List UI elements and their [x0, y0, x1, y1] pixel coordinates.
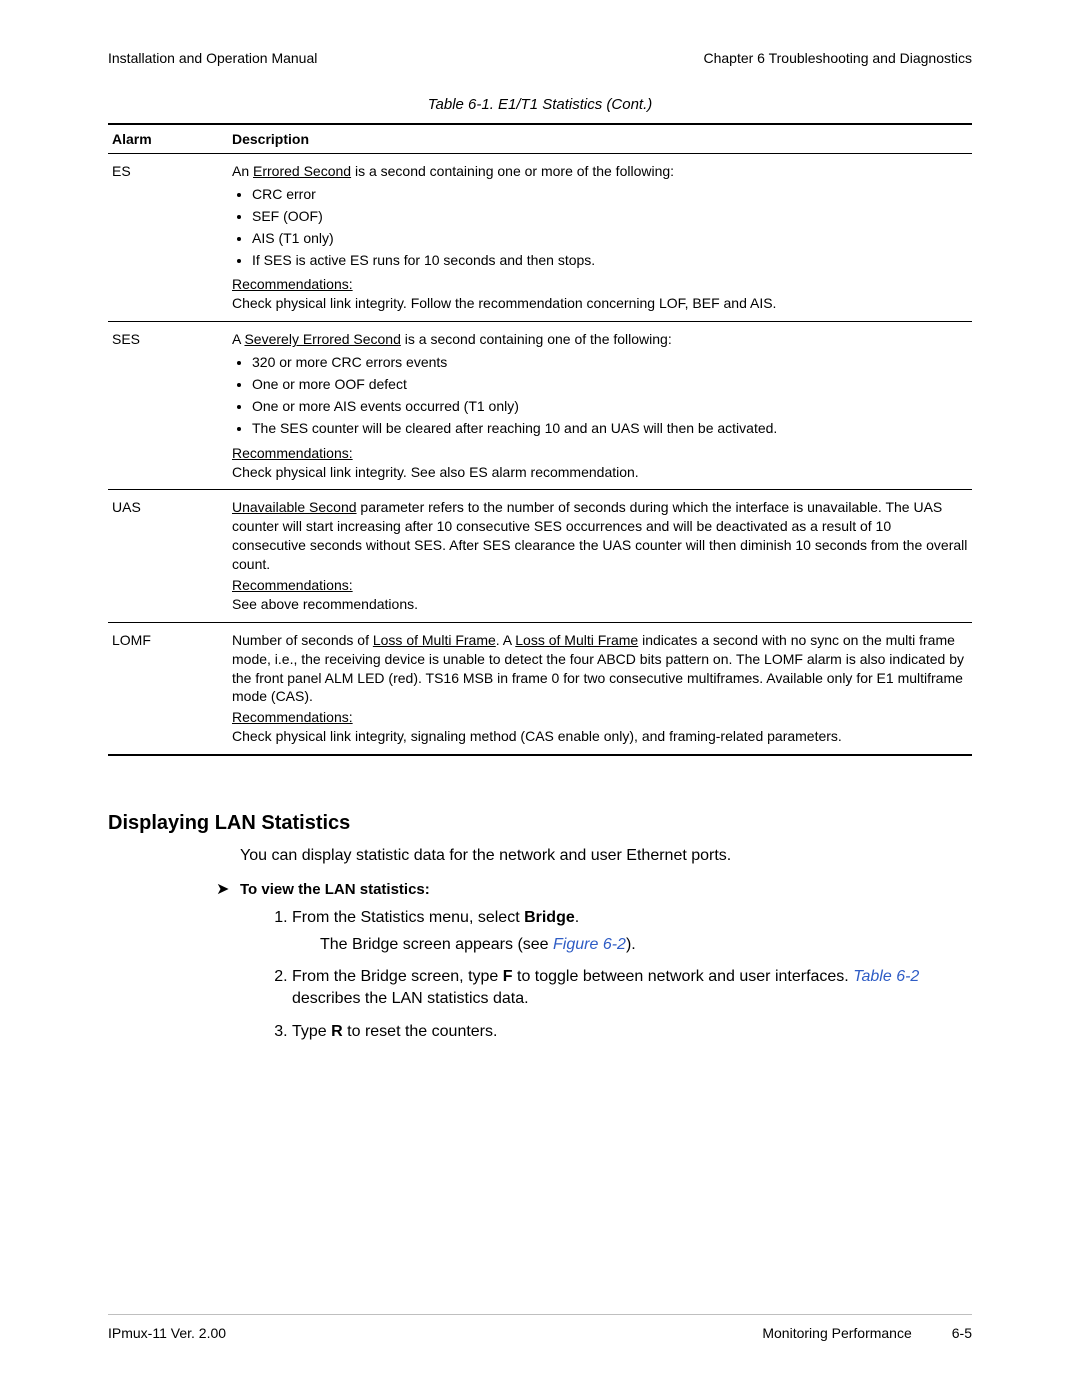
substep: The Bridge screen appears (see Figure 6-… [320, 934, 972, 956]
table-row: SES A Severely Errored Second is a secon… [108, 322, 972, 490]
header-left: Installation and Operation Manual [108, 50, 317, 66]
running-footer: IPmux-11 Ver. 2.00 Monitoring Performanc… [108, 1314, 972, 1341]
underlined-term: Loss of Multi Frame [373, 632, 496, 648]
text: . [575, 909, 579, 926]
intro-line: An Errored Second is a second containing… [232, 162, 968, 181]
desc-cell: An Errored Second is a second containing… [228, 154, 972, 322]
alarm-cell: SES [108, 322, 228, 490]
list-item: The SES counter will be cleared after re… [252, 419, 968, 438]
running-header: Installation and Operation Manual Chapte… [108, 50, 972, 66]
bold-text: F [503, 968, 513, 985]
recommendations-label: Recommendations: [232, 576, 353, 595]
table-row: ES An Errored Second is a second contain… [108, 154, 972, 322]
text: An [232, 163, 253, 179]
alarm-cell: ES [108, 154, 228, 322]
procedure-heading: ➤ To view the LAN statistics: [240, 879, 972, 899]
section-intro: You can display statistic data for the n… [240, 847, 972, 865]
recommendations-text: See above recommendations. [232, 595, 968, 614]
text: From the Bridge screen, type [292, 968, 503, 985]
footer-left: IPmux-11 Ver. 2.00 [108, 1325, 226, 1341]
arrow-icon: ➤ [216, 879, 240, 899]
recommendations-text: Check physical link integrity, signaling… [232, 727, 968, 746]
underlined-term: Loss of Multi Frame [515, 632, 638, 648]
alarm-cell: UAS [108, 490, 228, 622]
underlined-term: Errored Second [253, 163, 351, 179]
text: . A [496, 632, 515, 648]
bullet-list: CRC error SEF (OOF) AIS (T1 only) If SES… [232, 185, 968, 270]
list-item: 320 or more CRC errors events [252, 353, 968, 372]
table-header-row: Alarm Description [108, 124, 972, 154]
table-caption: Table 6-1. E1/T1 Statistics (Cont.) [108, 96, 972, 113]
col-alarm: Alarm [108, 124, 228, 154]
page: Installation and Operation Manual Chapte… [0, 0, 1080, 1397]
header-right: Chapter 6 Troubleshooting and Diagnostic… [703, 50, 972, 66]
text: From the Statistics menu, select [292, 909, 524, 926]
desc-cell: A Severely Errored Second is a second co… [228, 322, 972, 490]
table-row: UAS Unavailable Second parameter refers … [108, 490, 972, 622]
footer-right-group: Monitoring Performance 6-5 [762, 1325, 972, 1341]
recommendations-label: Recommendations: [232, 444, 353, 463]
intro-line: A Severely Errored Second is a second co… [232, 330, 968, 349]
text: The Bridge screen appears (see [320, 936, 553, 953]
text: Number of seconds of [232, 632, 373, 648]
col-description: Description [228, 124, 972, 154]
text: is a second containing one of the follow… [401, 331, 672, 347]
desc-cell: Unavailable Second parameter refers to t… [228, 490, 972, 622]
recommendations-label: Recommendations: [232, 275, 353, 294]
figure-link[interactable]: Figure 6-2 [553, 936, 626, 953]
recommendations-label: Recommendations: [232, 708, 353, 727]
list-item: CRC error [252, 185, 968, 204]
bold-text: Bridge [524, 909, 575, 926]
alarm-cell: LOMF [108, 622, 228, 755]
list-item: One or more AIS events occurred (T1 only… [252, 397, 968, 416]
list-item: From the Statistics menu, select Bridge.… [292, 907, 972, 956]
section-title: Displaying LAN Statistics [108, 812, 972, 835]
footer-page: 6-5 [952, 1325, 972, 1341]
text: describes the LAN statistics data. [292, 990, 529, 1007]
text: ). [626, 936, 636, 953]
bullet-list: 320 or more CRC errors events One or mor… [232, 353, 968, 438]
list-item: Type R to reset the counters. [292, 1021, 972, 1043]
text: to toggle between network and user inter… [513, 968, 854, 985]
intro-line: Unavailable Second parameter refers to t… [232, 498, 968, 574]
table-link[interactable]: Table 6-2 [853, 968, 919, 985]
list-item: If SES is active ES runs for 10 seconds … [252, 251, 968, 270]
stats-table: Alarm Description ES An Errored Second i… [108, 123, 972, 756]
text: to reset the counters. [343, 1023, 498, 1040]
desc-cell: Number of seconds of Loss of Multi Frame… [228, 622, 972, 755]
recommendations-text: Check physical link integrity. Follow th… [232, 294, 968, 313]
text: A [232, 331, 244, 347]
text: is a second containing one or more of th… [351, 163, 674, 179]
underlined-term: Unavailable Second [232, 499, 357, 515]
footer-section: Monitoring Performance [762, 1325, 911, 1341]
bold-text: R [331, 1023, 343, 1040]
table-row: LOMF Number of seconds of Loss of Multi … [108, 622, 972, 755]
list-item: SEF (OOF) [252, 207, 968, 226]
recommendations-text: Check physical link integrity. See also … [232, 463, 968, 482]
list-item: AIS (T1 only) [252, 229, 968, 248]
list-item: One or more OOF defect [252, 375, 968, 394]
list-item: From the Bridge screen, type F to toggle… [292, 966, 972, 1011]
underlined-term: Severely Errored Second [244, 331, 400, 347]
intro-line: Number of seconds of Loss of Multi Frame… [232, 631, 968, 707]
text: Type [292, 1023, 331, 1040]
procedure-title: To view the LAN statistics: [240, 881, 430, 898]
steps-list: From the Statistics menu, select Bridge.… [266, 907, 972, 1043]
